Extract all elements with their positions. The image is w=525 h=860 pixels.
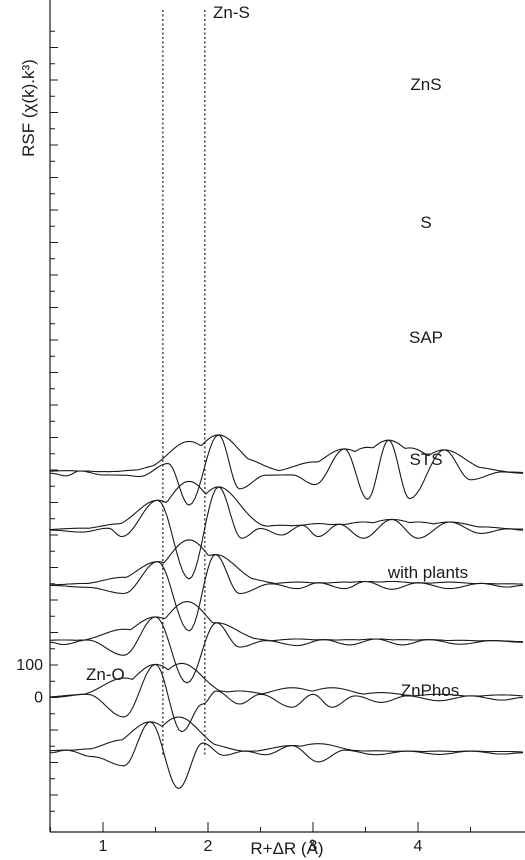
series-label-sts: STS <box>409 450 442 469</box>
series-zns <box>50 434 524 506</box>
reference-lines <box>162 10 206 756</box>
series-sts <box>50 601 524 684</box>
series-label-with-plants: with plants <box>387 563 468 582</box>
signal-line <box>50 486 523 580</box>
envelope-line <box>50 716 524 753</box>
series-sap <box>50 539 523 632</box>
x-axis-label: R+ΔR (Å) <box>250 839 323 858</box>
x-tick-label: 3 <box>309 838 318 855</box>
x-tick-label: 1 <box>99 838 108 855</box>
series-with-plants <box>50 662 524 733</box>
signal-line <box>50 434 524 506</box>
envelope-line <box>50 601 524 643</box>
y-tick-label: 0 <box>34 690 43 707</box>
curves <box>50 434 524 790</box>
labels: R+ΔR (Å) RSF (χ(k).k³) Zn-S Zn-O ZnS S S… <box>19 3 468 858</box>
series-label-sap: SAP <box>409 328 443 347</box>
series-label-s: S <box>420 213 431 232</box>
y-axis-label: RSF (χ(k).k³) <box>19 59 38 157</box>
zn-o-annotation: Zn-O <box>86 665 125 684</box>
axes: 1 2 3 4 100 0 <box>16 0 525 855</box>
zn-s-annotation: Zn-S <box>213 3 250 22</box>
series-s <box>50 480 523 580</box>
signal-line <box>50 721 523 790</box>
x-tick-label: 4 <box>414 838 423 855</box>
series-label-zns: ZnS <box>410 75 441 94</box>
envelope-line <box>50 662 524 698</box>
envelope-line <box>50 480 523 531</box>
envelope-line <box>50 434 524 474</box>
series-znphos <box>50 716 524 790</box>
y-tick-label: 100 <box>16 657 43 674</box>
x-tick-label: 2 <box>204 838 213 855</box>
series-label-znphos: ZnPhos <box>401 681 460 700</box>
signal-line <box>50 553 523 632</box>
envelope-line <box>50 539 523 586</box>
